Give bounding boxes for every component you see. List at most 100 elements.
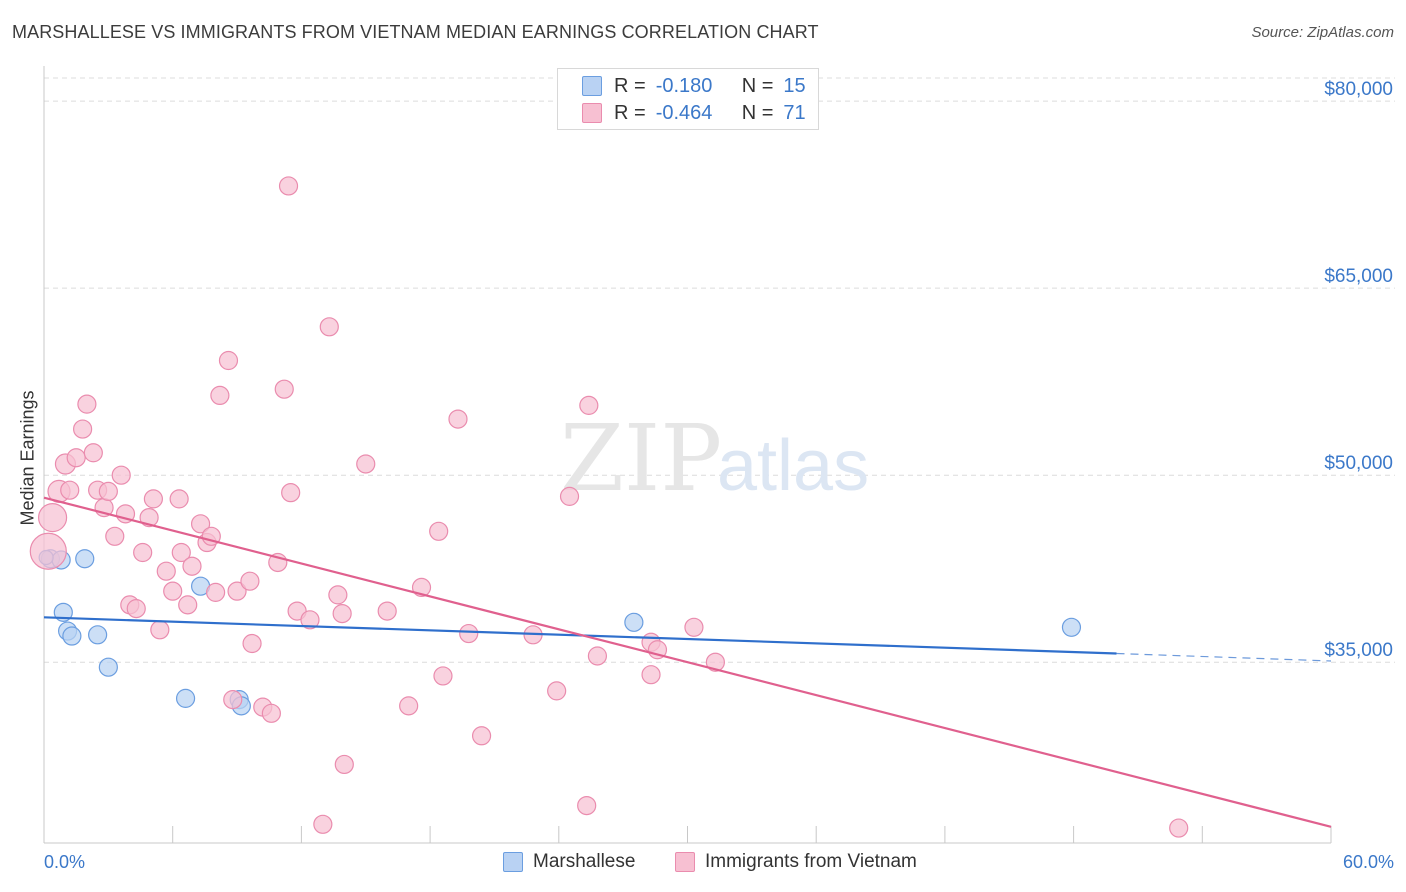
vietnam-point <box>579 395 599 415</box>
y-tick-labels: $35,000 $50,000 $65,000 $80,000 <box>1324 79 1393 661</box>
n-value: 15 <box>783 74 806 97</box>
vietnam-point <box>156 561 176 581</box>
vietnam-point <box>77 394 97 414</box>
vietnam-point <box>300 610 320 630</box>
n-label: N = <box>741 74 774 97</box>
watermark: ZIP atlas <box>560 405 869 512</box>
stats-row-marshallese: R = -0.180 N = 15 <box>582 73 806 99</box>
vietnam-point <box>83 443 103 463</box>
vietnam-point <box>471 726 492 746</box>
points-layer <box>29 176 1189 838</box>
stats-row-vietnam: R = -0.464 N = 71 <box>582 100 806 126</box>
marshallese-point <box>75 549 95 569</box>
vietnam-point <box>429 521 449 541</box>
vietnam-point <box>60 480 80 500</box>
marshallese-point <box>88 625 108 645</box>
vietnam-point <box>577 795 597 816</box>
vietnam-point <box>178 595 198 615</box>
legend-label: Marshallese <box>533 851 636 872</box>
vietnam-point <box>190 514 211 534</box>
vietnam-point <box>111 465 131 485</box>
vietnam-point <box>433 666 453 686</box>
vietnam-point <box>242 633 262 654</box>
legend-item-vietnam: Immigrants from Vietnam <box>675 851 917 873</box>
y-tick-label: $65,000 <box>1324 266 1393 287</box>
vietnam-point <box>126 599 146 619</box>
vietnam-point <box>587 646 608 666</box>
vietnam-point <box>377 601 397 621</box>
legend-label: Immigrants from Vietnam <box>705 851 917 872</box>
y-tick-label: $80,000 <box>1324 79 1393 100</box>
vietnam-point <box>641 665 661 685</box>
vietnam-point <box>332 603 352 624</box>
vietnam-point <box>139 507 159 528</box>
vietnam-point <box>150 620 170 640</box>
marshallese-legend-swatch <box>503 852 523 872</box>
vietnam-point <box>143 489 163 509</box>
y-axis-label: Median Earnings <box>17 390 38 526</box>
vietnam-point <box>171 542 191 563</box>
vietnam-point <box>278 176 299 196</box>
vietnam-point <box>163 581 183 601</box>
vietnam-point <box>261 703 281 723</box>
vietnam-point <box>218 350 239 371</box>
vietnam-point <box>684 617 704 637</box>
vietnam-point <box>448 409 468 429</box>
vietnam-point <box>1169 818 1189 838</box>
vietnam-point <box>281 483 301 503</box>
y-tick-label: $35,000 <box>1324 640 1393 661</box>
vietnam-point <box>210 385 230 406</box>
vietnam-point <box>356 454 376 474</box>
vietnam-point <box>227 581 247 601</box>
x-tick-label-max: 60.0% <box>1342 852 1394 872</box>
vietnam-point <box>274 379 294 399</box>
watermark-zip: ZIP <box>560 405 722 512</box>
vietnam-point <box>206 582 226 602</box>
r-value: -0.180 <box>655 74 713 97</box>
vietnam-trend-line <box>43 496 1332 828</box>
marshallese-point <box>175 688 196 708</box>
n-value: 71 <box>783 101 806 124</box>
marshallese-trend-line-extension <box>1116 652 1332 662</box>
vietnam-legend-swatch <box>675 852 695 872</box>
marshallese-point <box>98 657 118 677</box>
vietnam-point <box>319 317 339 337</box>
vietnam-point <box>105 526 125 546</box>
vietnam-point <box>240 571 260 591</box>
marshallese-point <box>624 612 644 632</box>
vietnam-point <box>182 556 202 576</box>
axis-layer <box>43 66 1332 844</box>
vietnam-point <box>313 814 333 834</box>
vietnam-point <box>328 585 348 605</box>
r-value: -0.464 <box>655 101 713 124</box>
vietnam-point <box>73 419 93 439</box>
vietnam-point <box>37 502 68 533</box>
vietnam-point <box>399 696 419 716</box>
vietnam-point <box>133 542 153 563</box>
marshallese-swatch <box>582 76 602 96</box>
marshallese-point <box>62 626 82 646</box>
x-tick-label-min: 0.0% <box>44 852 86 872</box>
watermark-atlas: atlas <box>717 426 869 506</box>
vietnam-point <box>459 623 479 644</box>
vietnam-point <box>98 481 118 502</box>
r-label: R = <box>614 74 646 97</box>
vietnam-point <box>29 532 67 570</box>
legend-item-marshallese: Marshallese <box>503 851 635 873</box>
vietnam-point <box>547 681 567 701</box>
vietnam-point <box>559 486 580 506</box>
y-tick-label: $50,000 <box>1324 453 1393 474</box>
series-legend: Marshallese Immigrants from Vietnam <box>0 851 1406 877</box>
vietnam-point <box>705 652 725 672</box>
trend-layer <box>43 496 1332 828</box>
vietnam-point <box>223 690 243 710</box>
stats-legend: R = -0.180 N = 15 R = -0.464 N = 71 <box>557 68 819 130</box>
vietnam-swatch <box>582 103 602 123</box>
r-label: R = <box>614 101 646 124</box>
n-label: N = <box>741 101 774 124</box>
chart-title: MARSHALLESE VS IMMIGRANTS FROM VIETNAM M… <box>12 22 819 42</box>
source-credit: Source: ZipAtlas.com <box>1251 24 1394 41</box>
vietnam-point <box>334 754 354 775</box>
vietnam-point <box>66 448 86 468</box>
